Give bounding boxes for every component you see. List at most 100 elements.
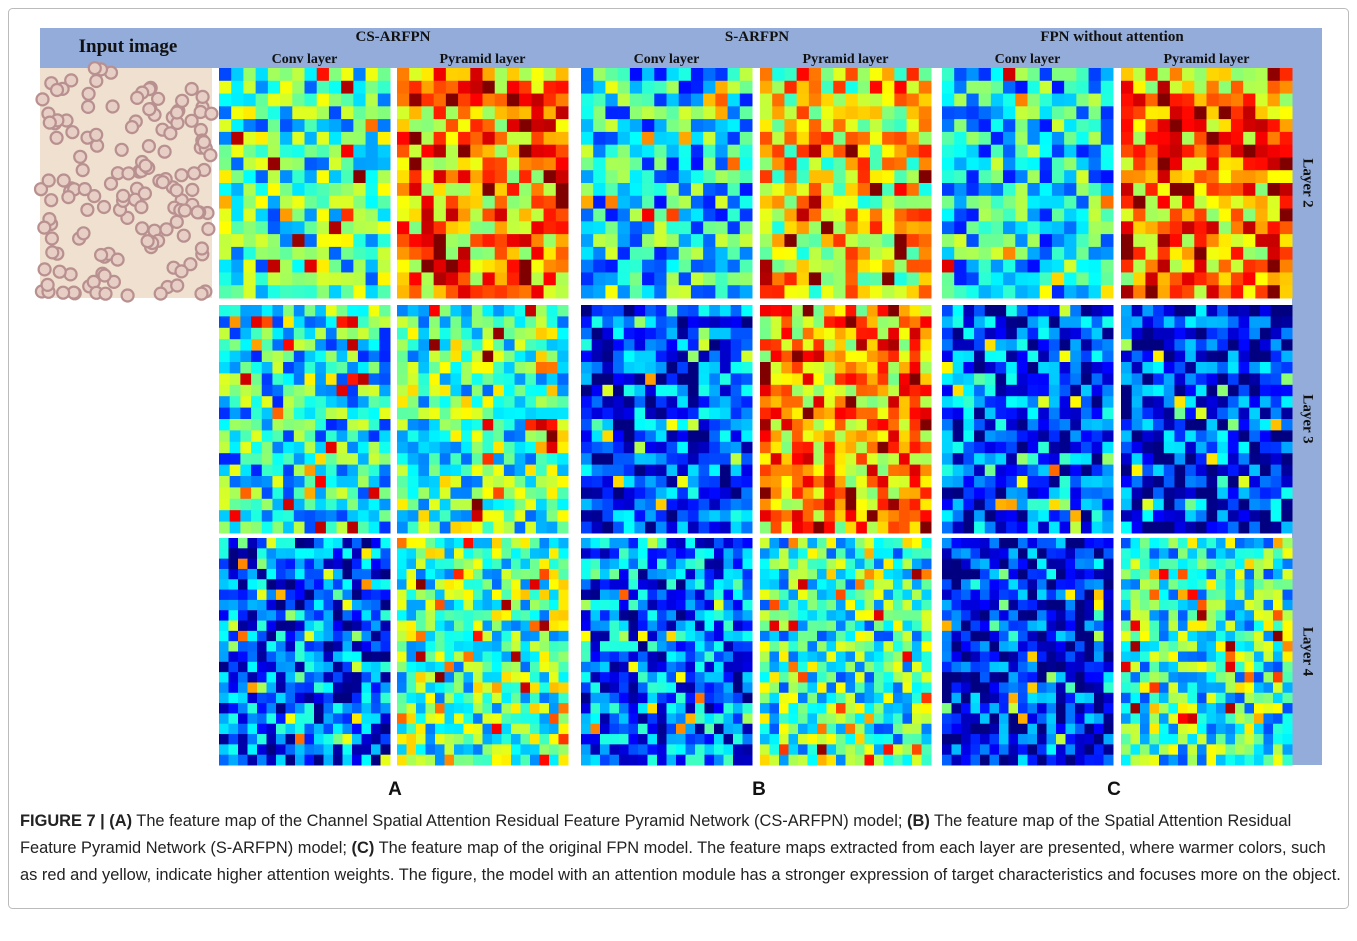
heatmap-cell <box>907 183 920 196</box>
heatmap-cell <box>473 652 483 663</box>
heatmap-cell <box>798 600 808 611</box>
heatmap-cell <box>821 170 834 183</box>
heatmap-cell <box>833 221 846 234</box>
heatmap-cell <box>544 106 557 119</box>
heatmap-cell <box>230 351 241 363</box>
heatmap-cell <box>676 631 686 642</box>
heatmap-cell <box>521 724 531 735</box>
heatmap-cell <box>521 662 531 673</box>
heatmap-cell <box>483 81 496 94</box>
heatmap-cell <box>760 579 770 590</box>
heatmap-cell <box>985 476 996 488</box>
heatmap-cell <box>591 631 601 642</box>
heatmap-cell <box>1185 316 1196 328</box>
heatmap-cell <box>740 132 753 145</box>
heatmap-cell <box>1081 510 1092 522</box>
heatmap-cell <box>1028 522 1039 534</box>
heatmap-cell <box>440 499 451 511</box>
heatmap-cell <box>602 305 613 317</box>
heatmap-cell <box>1076 272 1089 285</box>
heatmap-cell <box>362 569 372 580</box>
heatmap-cell <box>995 316 1006 328</box>
heatmap-cell <box>1121 196 1134 209</box>
heatmap-cell <box>912 621 922 632</box>
heatmap-cell <box>461 385 472 397</box>
heatmap-cell <box>724 641 734 652</box>
heatmap-cell <box>920 465 931 477</box>
heatmap-cell <box>657 662 667 673</box>
heatmap-cell <box>1003 221 1016 234</box>
heatmap-cell <box>867 419 878 431</box>
heatmap-cell <box>731 487 742 499</box>
heatmap-cell <box>418 385 429 397</box>
heatmap-cell <box>677 316 688 328</box>
heatmap-cell <box>695 662 705 673</box>
heatmap-cell <box>858 285 871 298</box>
heatmap-cell <box>781 442 792 454</box>
heatmap-cell <box>1101 119 1114 132</box>
heatmap-cell <box>1028 196 1041 209</box>
heatmap-cell <box>381 590 391 601</box>
heatmap-cell <box>315 476 326 488</box>
heatmap-cell <box>472 522 483 534</box>
heatmap-cell <box>1038 305 1049 317</box>
heatmap-cell <box>1164 442 1175 454</box>
heatmap-cell <box>408 510 419 522</box>
heatmap-cell <box>870 106 883 119</box>
heatmap-cell <box>966 221 979 234</box>
heatmap-cell <box>1121 453 1132 465</box>
heatmap-cell <box>715 170 728 183</box>
heatmap-cell <box>326 465 337 477</box>
heatmap-cell <box>294 476 305 488</box>
heatmap-cell <box>1260 430 1271 442</box>
heatmap-cell <box>445 579 455 590</box>
heatmap-cell <box>833 157 846 170</box>
heatmap-cell <box>654 221 667 234</box>
heatmap-cell <box>483 272 496 285</box>
heatmap-cell <box>493 305 504 317</box>
heatmap-cell <box>833 196 846 209</box>
heatmap-cell <box>593 170 606 183</box>
heatmap-cell <box>624 351 635 363</box>
heatmap-cell <box>440 510 451 522</box>
heatmap-cell <box>317 247 330 260</box>
heatmap-cell <box>495 234 508 247</box>
heatmap-cell <box>714 569 724 580</box>
heatmap-cell <box>1015 157 1028 170</box>
heatmap-cell <box>1070 487 1081 499</box>
heatmap-cell <box>893 703 903 714</box>
heatmap-cell <box>1231 272 1244 285</box>
heatmap-cell <box>530 579 540 590</box>
heatmap-cell <box>630 221 643 234</box>
heatmap-cell <box>421 196 434 209</box>
heatmap-cell <box>230 442 241 454</box>
heatmap-cell <box>549 703 559 714</box>
heatmap-cell <box>884 610 894 621</box>
heatmap-cell <box>515 419 526 431</box>
heatmap-cell <box>326 373 337 385</box>
heatmap-cell <box>874 641 884 652</box>
heatmap-cell <box>426 713 436 724</box>
heatmap-cell <box>445 734 455 745</box>
heatmap-cell <box>1228 305 1239 317</box>
heatmap-cell <box>341 81 354 94</box>
heatmap-cell <box>688 351 699 363</box>
heatmap-cell <box>581 68 594 81</box>
heatmap-cell <box>629 713 639 724</box>
heatmap-cell <box>882 209 895 222</box>
heatmap-cell <box>1142 351 1153 363</box>
heatmap-cell <box>408 373 419 385</box>
heatmap-cell <box>379 430 390 442</box>
heatmap-cell <box>619 559 629 570</box>
heatmap-cell <box>709 487 720 499</box>
heatmap-cell <box>464 672 474 683</box>
heatmap-cell <box>421 170 434 183</box>
heatmap-cell <box>483 559 493 570</box>
heatmap-cell <box>333 734 343 745</box>
heatmap-cell <box>1196 430 1207 442</box>
heatmap-cell <box>779 621 789 632</box>
heatmap-cell <box>429 510 440 522</box>
heatmap-cell <box>779 734 789 745</box>
heatmap-cell <box>581 487 592 499</box>
heatmap-cell <box>1281 351 1292 363</box>
